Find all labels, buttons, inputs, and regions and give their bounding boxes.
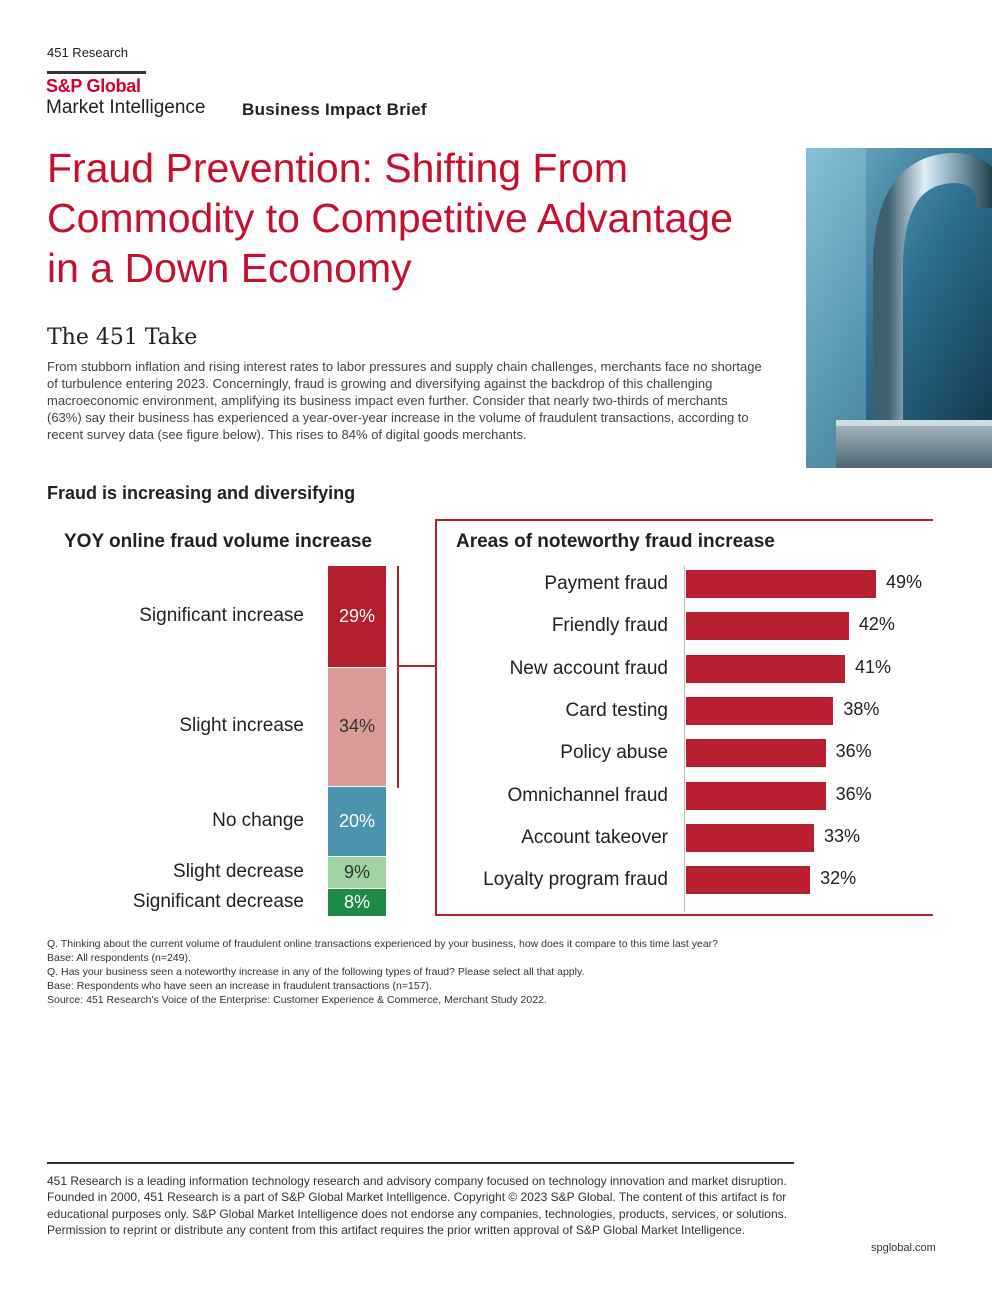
stack-category-label: Slight increase xyxy=(179,715,304,737)
bar-value-label: 36% xyxy=(835,741,872,762)
bar-chart-axis xyxy=(684,566,685,912)
bar xyxy=(686,823,814,852)
footer-rule xyxy=(47,1162,794,1164)
page-title: Fraud Prevention: Shifting From Commodit… xyxy=(47,145,733,291)
stacked-chart-title: YOY online fraud volume increase xyxy=(64,531,372,552)
footer-url[interactable]: spglobal.com xyxy=(871,1242,936,1254)
bar xyxy=(686,781,826,810)
increase-bracket xyxy=(397,566,399,788)
footer-disclaimer: 451 Research is a leading information te… xyxy=(47,1174,787,1237)
bar xyxy=(686,570,876,598)
stack-category-label: Slight decrease xyxy=(173,861,304,883)
stack-segment: 34% xyxy=(328,667,386,787)
note-line: Q. Thinking about the current volume of … xyxy=(47,938,719,950)
bar-chart-panel xyxy=(435,519,933,916)
note-line: Base: All respondents (n=249). xyxy=(47,952,191,964)
bar xyxy=(686,612,849,641)
brand-logo-market-intelligence: Market Intelligence xyxy=(46,97,206,118)
stack-category-label: Significant increase xyxy=(139,604,304,626)
bar-category-label: New account fraud xyxy=(509,657,668,679)
bar xyxy=(686,866,811,895)
bar-category-label: Payment fraud xyxy=(544,573,668,594)
stack-category-label: Significant decrease xyxy=(132,890,304,912)
brand-logo-sp-global: S&P Global xyxy=(46,76,141,96)
note-line: Base: Respondents who have seen an incre… xyxy=(47,980,432,992)
bar-category-label: Account takeover xyxy=(521,826,668,848)
bar xyxy=(686,696,834,725)
take-heading: The 451 Take xyxy=(47,325,198,350)
bar-value-label: 41% xyxy=(854,656,891,677)
figure-title: Fraud is increasing and diversifying xyxy=(47,483,356,503)
bar-category-label: Card testing xyxy=(565,699,668,721)
note-line: Source: 451 Research's Voice of the Ente… xyxy=(47,994,547,1006)
stack-segment: 20% xyxy=(328,787,386,857)
bar-category-label: Friendly fraud xyxy=(551,615,668,637)
brand-rule xyxy=(47,71,146,74)
doc-type-label: Business Impact Brief xyxy=(242,100,427,119)
stack-segment: 8% xyxy=(328,888,386,916)
bar-category-label: Loyalty program fraud xyxy=(483,869,668,891)
bar-category-label: Policy abuse xyxy=(560,742,668,764)
bar-chart-title: Areas of noteworthy fraud increase xyxy=(456,531,775,552)
figure-notes: Q. Thinking about the current volume of … xyxy=(47,937,787,1007)
padlock-photo xyxy=(806,148,992,468)
stack-segment: 29% xyxy=(328,566,386,667)
bar-value-label: 33% xyxy=(823,825,860,846)
bar-value-label: 32% xyxy=(820,868,857,889)
bar-value-label: 49% xyxy=(886,572,923,592)
bar-value-label: 42% xyxy=(858,614,895,635)
research-label: 451 Research xyxy=(47,45,128,60)
bar-value-label: 38% xyxy=(843,698,880,719)
note-line: Q. Has your business seen a noteworthy i… xyxy=(47,966,585,978)
bar-category-label: Omnichannel fraud xyxy=(507,784,668,806)
stack-category-label: No change xyxy=(212,810,304,832)
increase-bracket-connector xyxy=(397,665,437,667)
bar xyxy=(686,739,826,768)
take-body: From stubborn inflation and rising inter… xyxy=(47,359,762,442)
stack-segment: 9% xyxy=(328,857,386,888)
bar xyxy=(686,654,845,683)
bar-value-label: 36% xyxy=(835,783,872,804)
